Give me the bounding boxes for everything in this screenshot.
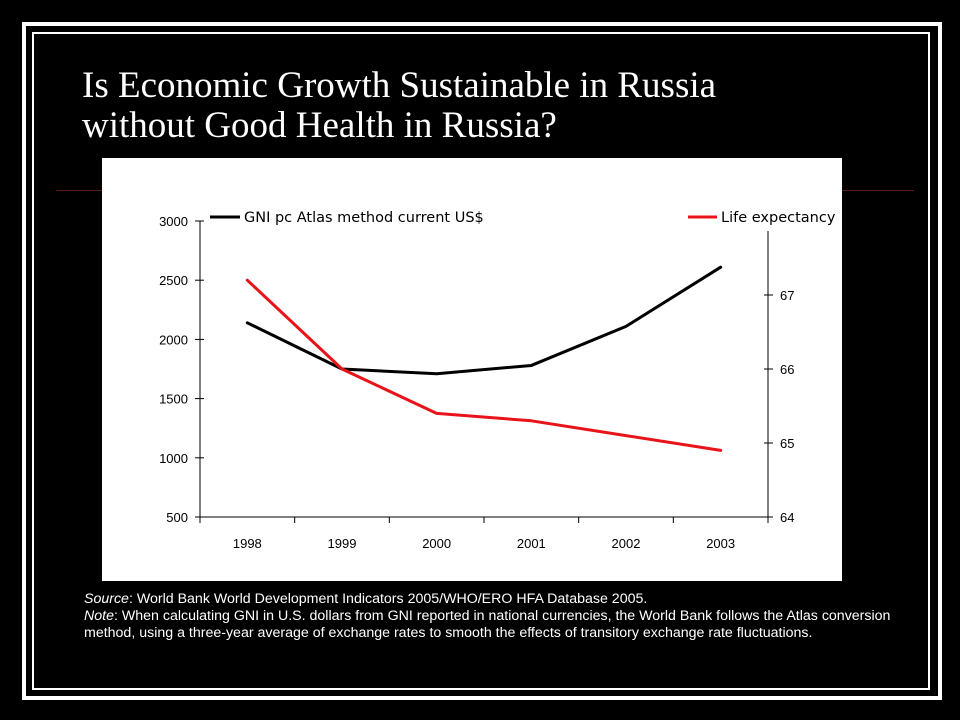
x-axis-tick-label: 2000 [422,536,451,551]
footnotes: Source: World Bank World Development Ind… [84,591,934,642]
slide-outer-border [22,22,942,700]
note-text: : When calculating GNI in U.S. dollars f… [84,608,891,641]
source-line: Source: World Bank World Development Ind… [84,591,934,608]
legend-label: GNI pc Atlas method current US$ [244,210,484,226]
source-text: : World Bank World Development Indicator… [128,591,648,607]
x-axis-tick-label: 2001 [517,536,546,551]
gni-series-line [245,265,723,376]
title-line-1: Is Economic Growth Sustainable in Russia [82,65,717,106]
left-axis-tick-label: 1000 [159,451,188,466]
x-axis-tick-label: 2002 [612,536,641,551]
left-axis-tick-label: 2000 [159,332,188,347]
left-axis-tick-label: 2500 [159,273,188,288]
source-label: Source [84,591,129,607]
chart-panel: 500 1000 1500 2000 2500 3000 64 65 66 67 1998 1999 2… [102,158,842,581]
left-axis-tick-label: 500 [166,510,188,525]
left-axis-tick-label: 3000 [159,214,188,229]
x-axis-tick-label: 1999 [328,536,357,551]
note-label: Note [84,608,114,624]
legend-label: Life expectancy [721,210,836,226]
left-axis-tick-label: 1500 [159,392,188,407]
line-chart: 500 1000 1500 2000 2500 3000 64 65 66 67 1998 1999 2… [159,210,836,551]
x-axis-tick-label: 2003 [706,536,735,551]
life-expectancy-series-line [245,278,723,452]
note-line: Note: When calculating GNI in U.S. dolla… [84,608,934,642]
x-axis-tick-label: 1998 [233,536,262,551]
title-line-2: without Good Health in Russia? [82,105,557,146]
right-axis-tick-label: 64 [780,510,794,525]
right-axis-tick-label: 66 [780,362,794,377]
right-axis-tick-label: 67 [780,288,794,303]
slide-title: Is Economic Growth Sustainable in Russia… [82,66,902,146]
right-axis-tick-label: 65 [780,436,794,451]
slide-inner-border [32,32,930,690]
